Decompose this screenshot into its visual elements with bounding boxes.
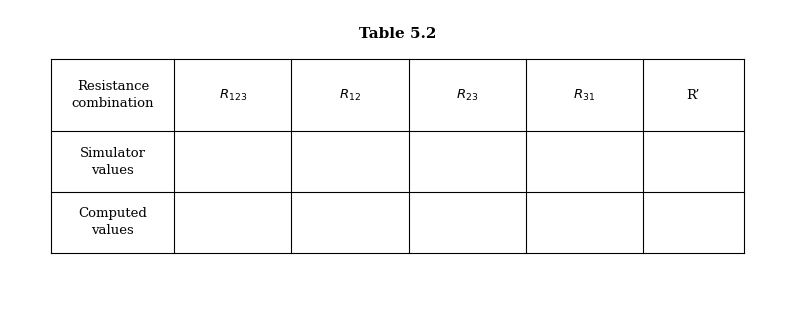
Text: Resistance
combination: Resistance combination	[71, 80, 154, 110]
Text: Computed
values: Computed values	[78, 207, 147, 237]
Text: Table 5.2: Table 5.2	[359, 27, 436, 41]
Text: $R_{31}$: $R_{31}$	[573, 88, 596, 103]
Text: $R_{23}$: $R_{23}$	[456, 88, 478, 103]
Text: Simulator
values: Simulator values	[80, 147, 146, 176]
Text: $R_{12}$: $R_{12}$	[339, 88, 361, 103]
Text: $R_{123}$: $R_{123}$	[219, 88, 247, 103]
Text: R’: R’	[687, 89, 700, 102]
